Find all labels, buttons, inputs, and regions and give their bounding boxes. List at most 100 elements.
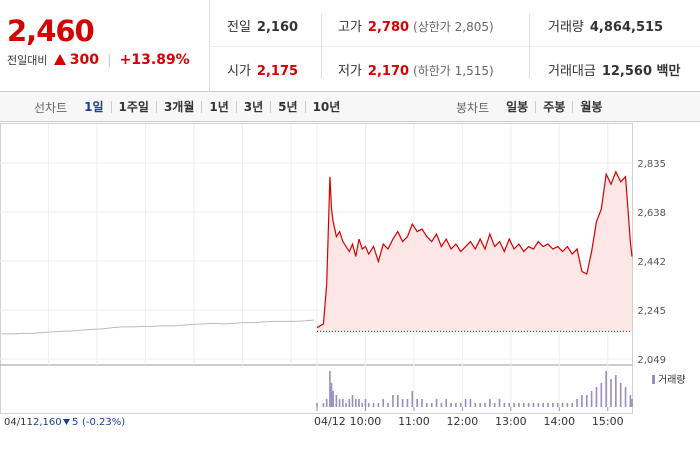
x-tick-label: 10:00 [350, 415, 382, 428]
plot-frame [0, 123, 633, 414]
x-tick-label: 04/12 [314, 415, 346, 428]
tab-1day[interactable]: 1일 [84, 100, 104, 114]
volume-bar [576, 399, 578, 407]
tab-1week[interactable]: 1주일 [110, 101, 156, 113]
prev-day-line [2, 319, 315, 335]
volume-bar [338, 399, 341, 407]
volume-bar [547, 403, 549, 407]
volume-bar [469, 399, 472, 407]
stat-volume: 거래량 4,864,515 [548, 16, 663, 35]
stat-open: 시가 2,175 [227, 60, 298, 79]
tab-3years[interactable]: 3년 [235, 101, 270, 113]
price-change: 전일대비 300 | +13.89% [7, 52, 209, 68]
volume-bar [450, 403, 452, 407]
volume-bar [459, 403, 462, 407]
stats-grid: 전일 2,160 고가 2,780 (상한가 2,805) 거래량 4,864,515 … [211, 0, 700, 92]
volume-bar [426, 403, 428, 407]
volume-bar [518, 403, 520, 407]
volume-bar [629, 395, 632, 407]
volume-bar [387, 403, 389, 407]
y-axis: 2,835 2,638 2,442 2,245 2,049 [637, 159, 666, 366]
volume-bar [489, 399, 491, 407]
stat-value: 2,160 [256, 20, 299, 35]
volume-bar [464, 399, 467, 407]
volume-bar [367, 403, 370, 407]
price-summary: 2,460 전일대비 300 | +13.89% [0, 0, 210, 92]
volume-bar [556, 403, 559, 407]
volume-bar [605, 371, 607, 407]
tab-5years[interactable]: 5년 [270, 101, 304, 113]
volume-bar [401, 399, 404, 407]
x-tick-label: 11:00 [398, 415, 430, 428]
volume-bar [435, 399, 438, 407]
volume-bar [479, 403, 481, 407]
volume-bars [316, 371, 633, 407]
volume-bar [585, 395, 588, 407]
volume-bar [503, 403, 506, 407]
prev-day-pct: (-0.23%) [82, 417, 125, 428]
volume-bar [532, 403, 535, 407]
volume-bar [322, 403, 325, 407]
tab-3months[interactable]: 3개월 [155, 101, 201, 113]
stat-trade-value: 거래대금 12,560 백만 [548, 60, 680, 79]
volume-bar [377, 403, 380, 407]
tab-daily[interactable]: 일봉 [506, 100, 529, 114]
tab-10years[interactable]: 10년 [304, 101, 348, 113]
volume-bar [522, 403, 525, 407]
volume-bar [595, 387, 598, 407]
volume-bar [527, 403, 530, 407]
stat-prev-close: 전일 2,160 [227, 16, 298, 35]
prev-day-series [2, 319, 315, 335]
stat-label: 거래대금 [548, 64, 596, 79]
y-tick-label: 2,049 [637, 355, 666, 366]
volume-bar [421, 399, 423, 407]
tab-monthly[interactable]: 월봉 [572, 101, 609, 113]
stat-label: 저가 [338, 64, 362, 79]
stat-value: 4,864,515 [589, 20, 664, 35]
stat-label: 전일 [227, 20, 251, 35]
row-divider [211, 46, 700, 47]
quote-header: 2,460 전일대비 300 | +13.89% 전일 2,160 고가 2,780… [0, 0, 700, 92]
volume-bar [590, 391, 593, 407]
volume-bar [416, 399, 418, 407]
volume-legend-swatch [652, 375, 655, 384]
prev-day-summary: 04/11 2,160 5 (-0.23%) [4, 417, 125, 428]
divider: | [107, 53, 112, 68]
x-tick-label: 12:00 [447, 415, 479, 428]
stat-label: 시가 [227, 64, 251, 79]
upper-limit: (상한가 2,805) [413, 20, 494, 34]
volume-bar [493, 403, 496, 407]
volume-bar [440, 403, 443, 407]
volume-bar [474, 403, 477, 407]
tab-1year[interactable]: 1년 [201, 101, 235, 113]
volume-bar [498, 399, 501, 407]
volume-bar [364, 399, 367, 407]
x-tick-label: 13:00 [495, 415, 527, 428]
y-tick-label: 2,638 [637, 208, 666, 219]
volume-bar [372, 403, 375, 407]
tab-weekly[interactable]: 주봉 [535, 101, 572, 113]
stat-value: 2,175 [256, 64, 299, 79]
volume-bar [330, 383, 333, 407]
volume-legend-label: 거래량 [658, 374, 686, 386]
price-chart: 2,835 2,638 2,442 2,245 2,049 04/12 10:00 11:0… [0, 123, 686, 428]
volume-bar [581, 395, 583, 407]
x-axis: 04/12 10:00 11:00 12:00 13:00 14:00 15:00 [314, 407, 624, 428]
volume-bar [354, 399, 357, 407]
stat-value: 12,560 백만 [601, 64, 681, 79]
volume-bar [332, 391, 334, 407]
volume-bar [537, 403, 540, 407]
volume-bar [335, 395, 338, 407]
current-price: 2,460 [7, 14, 95, 48]
volume-bar [406, 399, 409, 407]
price-area [317, 171, 632, 332]
volume-bar [561, 403, 564, 407]
candle-chart-title: 봉차트 [456, 100, 490, 115]
volume-bar [445, 399, 448, 407]
column-divider [321, 14, 322, 78]
y-tick-label: 2,245 [637, 306, 666, 317]
stat-value: 2,170 [367, 64, 410, 79]
prev-day-value: 2,160 [33, 417, 62, 428]
column-divider [529, 14, 530, 78]
volume-bar [455, 403, 457, 407]
